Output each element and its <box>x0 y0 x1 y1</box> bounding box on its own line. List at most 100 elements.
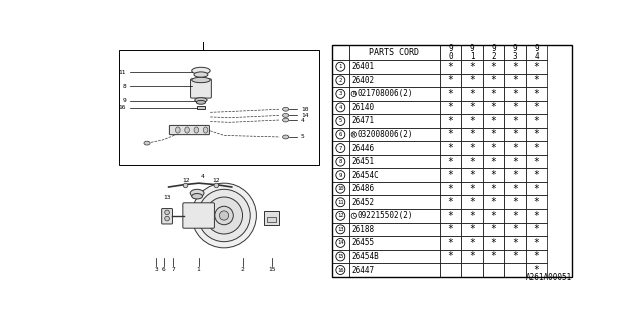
Text: *: * <box>469 238 475 248</box>
Text: 26455: 26455 <box>352 238 375 247</box>
Text: 5: 5 <box>301 134 305 140</box>
Bar <box>461 196 483 209</box>
Bar <box>332 141 349 155</box>
Text: *: * <box>469 211 475 221</box>
Circle shape <box>214 183 219 188</box>
Text: 26140: 26140 <box>352 103 375 112</box>
Text: *: * <box>534 102 540 112</box>
Bar <box>440 168 461 182</box>
Ellipse shape <box>175 127 180 133</box>
Text: 4: 4 <box>301 117 305 123</box>
Circle shape <box>336 157 345 166</box>
Text: *: * <box>469 143 475 153</box>
Text: 10: 10 <box>337 186 344 191</box>
Bar <box>349 141 440 155</box>
Ellipse shape <box>283 114 289 117</box>
Text: *: * <box>491 143 497 153</box>
Text: 26447: 26447 <box>352 266 375 275</box>
Text: 032008006(2): 032008006(2) <box>357 130 413 139</box>
Bar <box>483 236 504 250</box>
Bar <box>483 141 504 155</box>
Bar <box>332 114 349 128</box>
Text: 15: 15 <box>268 267 276 272</box>
Text: 1: 1 <box>196 267 200 272</box>
Text: *: * <box>447 156 453 167</box>
Text: A261A00051: A261A00051 <box>526 273 572 282</box>
Text: *: * <box>534 130 540 140</box>
Ellipse shape <box>192 67 210 74</box>
Bar <box>440 250 461 263</box>
Circle shape <box>351 91 356 97</box>
Text: 9
1: 9 1 <box>470 44 474 61</box>
Text: *: * <box>469 156 475 167</box>
Bar <box>461 236 483 250</box>
Text: 26452: 26452 <box>352 198 375 207</box>
Text: *: * <box>447 197 453 207</box>
Text: *: * <box>512 238 518 248</box>
Bar <box>483 209 504 223</box>
Text: *: * <box>491 252 497 261</box>
Bar <box>349 155 440 168</box>
Bar <box>483 60 504 74</box>
Bar <box>440 196 461 209</box>
Text: *: * <box>534 238 540 248</box>
Text: N: N <box>352 91 355 96</box>
Bar <box>332 128 349 141</box>
Bar <box>526 250 547 263</box>
Text: *: * <box>491 156 497 167</box>
Bar <box>483 223 504 236</box>
Bar <box>440 128 461 141</box>
Circle shape <box>336 89 345 98</box>
Bar <box>461 128 483 141</box>
Text: 26188: 26188 <box>352 225 375 234</box>
Text: 11: 11 <box>337 200 344 205</box>
Text: *: * <box>512 252 518 261</box>
Text: *: * <box>469 184 475 194</box>
Circle shape <box>164 210 170 215</box>
Bar <box>504 196 526 209</box>
Bar <box>332 182 349 196</box>
Bar <box>440 182 461 196</box>
Text: *: * <box>469 89 475 99</box>
Text: *: * <box>534 89 540 99</box>
Bar <box>349 196 440 209</box>
Ellipse shape <box>204 127 208 133</box>
Text: *: * <box>469 130 475 140</box>
Text: *: * <box>447 89 453 99</box>
Ellipse shape <box>190 189 204 197</box>
Text: *: * <box>512 170 518 180</box>
Text: *: * <box>491 75 497 85</box>
Bar <box>483 128 504 141</box>
Bar <box>526 74 547 87</box>
Text: *: * <box>447 252 453 261</box>
Bar <box>332 196 349 209</box>
Text: 26471: 26471 <box>352 116 375 125</box>
Text: 9
2: 9 2 <box>492 44 496 61</box>
Text: *: * <box>534 197 540 207</box>
Bar <box>440 236 461 250</box>
Ellipse shape <box>283 135 289 139</box>
Bar <box>526 128 547 141</box>
Circle shape <box>336 130 345 139</box>
Text: *: * <box>491 238 497 248</box>
Bar <box>461 168 483 182</box>
Bar <box>349 100 440 114</box>
Text: *: * <box>534 252 540 261</box>
Text: *: * <box>512 89 518 99</box>
Ellipse shape <box>195 98 207 102</box>
FancyBboxPatch shape <box>170 125 209 135</box>
Text: *: * <box>512 130 518 140</box>
Text: 021708006(2): 021708006(2) <box>357 89 413 98</box>
Bar <box>461 100 483 114</box>
Circle shape <box>336 103 345 112</box>
Circle shape <box>351 132 356 137</box>
Bar <box>264 211 280 225</box>
Text: 2: 2 <box>241 267 244 272</box>
Text: *: * <box>447 75 453 85</box>
Text: *: * <box>534 156 540 167</box>
Text: 6: 6 <box>339 132 342 137</box>
Text: C: C <box>352 213 355 218</box>
Bar <box>461 263 483 277</box>
Bar <box>526 196 547 209</box>
Bar <box>526 155 547 168</box>
